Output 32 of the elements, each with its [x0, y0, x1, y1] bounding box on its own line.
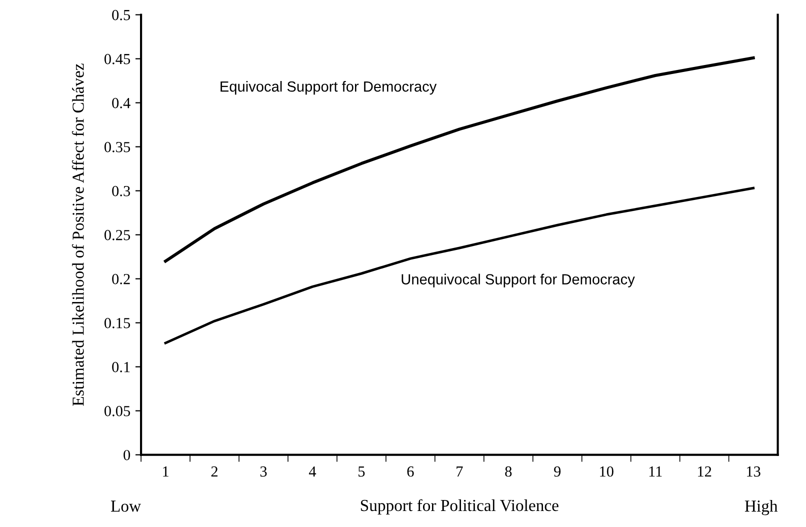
line-series	[164, 186, 755, 344]
x-tick-label: 13	[747, 466, 760, 477]
text: High	[744, 500, 778, 516]
x-tick-label: 1	[163, 466, 168, 477]
y-tick-label: 0.4	[112, 98, 130, 108]
x-tick-label: 6	[407, 466, 414, 477]
x-tick-label: 5	[358, 466, 365, 477]
x-axis-title: Support for Political Violence	[360, 499, 558, 514]
text: Equivocal Support for Democracy	[220, 81, 437, 95]
x-tick-label: 11	[649, 466, 662, 477]
x-tick-label: 9	[554, 466, 561, 477]
y-tick-label: 0.5	[112, 10, 130, 20]
x-tick-label: 7	[456, 466, 463, 477]
x-tick-label: 8	[505, 466, 512, 477]
y-tick-label: 0.05	[104, 406, 130, 416]
x-tick-label: 4	[308, 466, 316, 477]
y-tick-label: 0.25	[104, 230, 130, 240]
x-tick-label: 10	[600, 466, 614, 477]
y-tick-label: 0.3	[112, 186, 130, 196]
series-label: Unequivocal Support for Democracy	[402, 274, 635, 288]
x-tick-label: 2	[211, 466, 218, 477]
line-series	[164, 56, 755, 263]
text: Low	[110, 500, 141, 512]
y-tick-label: 0.2	[112, 274, 130, 284]
x-tick-label: 3	[260, 466, 267, 477]
y-tick-label: 0	[124, 450, 130, 460]
y-tick-label: 0.35	[104, 142, 130, 152]
x-tick-label: 12	[698, 466, 712, 477]
y-tick-label: 0.15	[104, 318, 130, 328]
y-tick-label: 0.45	[104, 54, 130, 64]
y-axis-title: Estimated Likelihood of Positive Affect for Chávez	[72, 64, 84, 406]
y-tick-label: 0.1	[112, 362, 130, 372]
